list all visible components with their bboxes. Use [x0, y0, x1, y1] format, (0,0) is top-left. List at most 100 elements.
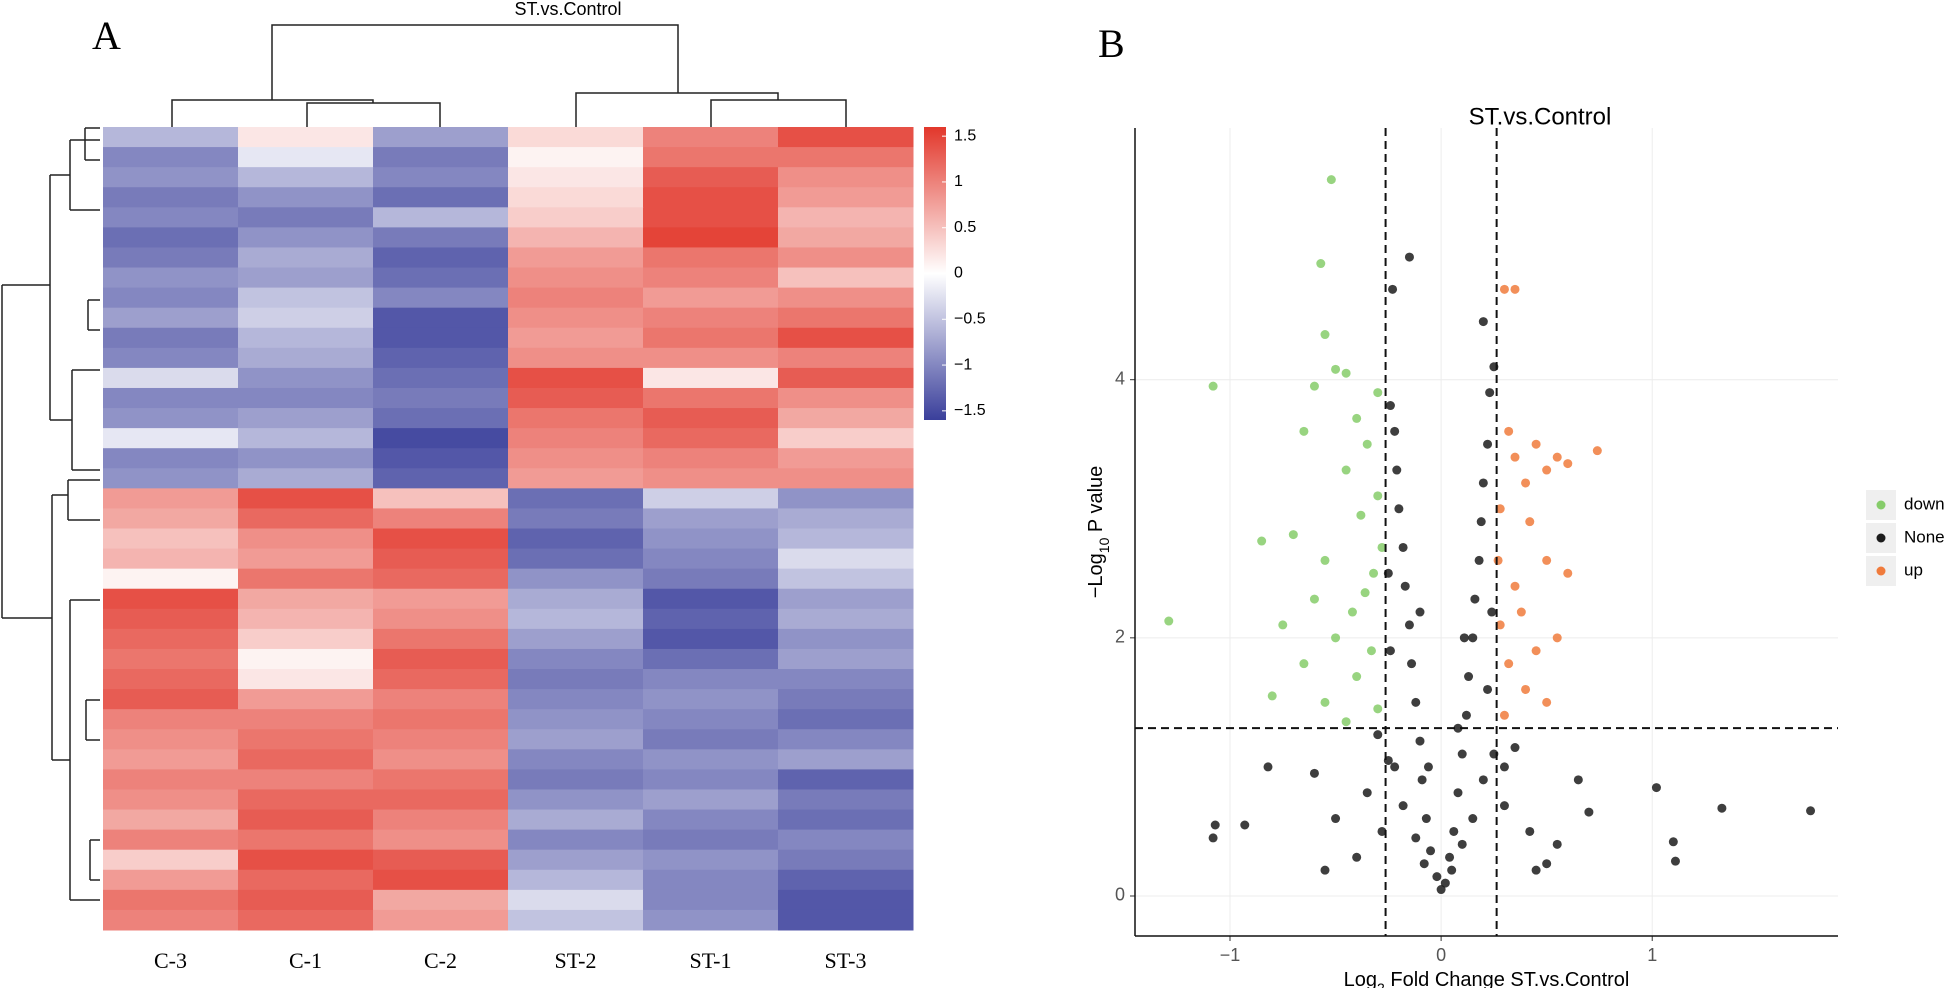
point — [1457, 749, 1467, 759]
heatmap-cell — [643, 709, 779, 730]
point — [1299, 659, 1309, 669]
heatmap-cell — [508, 869, 644, 891]
heatmap-cell — [778, 387, 914, 409]
heatmap-cell — [643, 187, 779, 208]
heatmap-cell — [643, 829, 779, 851]
point — [1474, 555, 1484, 565]
heatmap-cell — [373, 749, 509, 770]
heatmap-cell — [103, 408, 239, 429]
heatmap-cell — [508, 147, 644, 168]
heatmap-cell — [778, 689, 914, 710]
point — [1806, 806, 1816, 816]
heatmap-cell — [103, 307, 239, 329]
heatmap-cell — [373, 548, 509, 570]
heatmap-cell — [373, 428, 509, 449]
legend-label: down — [1904, 494, 1945, 513]
heatmap-cell — [643, 809, 779, 831]
heatmap-cell — [373, 568, 509, 590]
heatmap-cell — [238, 889, 374, 911]
heatmap-cell — [508, 548, 644, 570]
point — [1470, 594, 1480, 604]
heatmap-cell — [373, 829, 509, 851]
point — [1320, 555, 1330, 565]
point — [1468, 814, 1478, 824]
heatmap-cell — [373, 187, 509, 208]
point — [1373, 491, 1383, 501]
heatmap-cell — [103, 428, 239, 449]
heatmap-cell — [508, 588, 644, 610]
heatmap-cell — [238, 367, 374, 389]
heatmap-cell — [238, 207, 374, 228]
heatmap-cell — [508, 488, 644, 509]
point — [1504, 426, 1514, 436]
heatmap-cell — [373, 327, 509, 349]
point — [1499, 801, 1509, 811]
point — [1373, 730, 1383, 740]
heatmap-cell — [373, 267, 509, 289]
heatmap-cell — [643, 568, 779, 590]
point — [1552, 452, 1562, 462]
heatmap-cell — [643, 327, 779, 349]
heatmap-cell — [238, 267, 374, 289]
heatmap-cell — [103, 889, 239, 911]
heatmap-cell — [238, 648, 374, 670]
heatmap-cell — [103, 167, 239, 188]
point — [1341, 368, 1351, 378]
heatmap-cell — [238, 909, 374, 931]
heatmap-cell — [373, 147, 509, 168]
heatmap-cell — [103, 468, 239, 489]
point — [1320, 865, 1330, 875]
heatmap-cell — [643, 307, 779, 329]
heatmap-cell — [778, 448, 914, 469]
point — [1320, 330, 1330, 340]
heatmap-cell — [373, 869, 509, 891]
heatmap-cell — [238, 628, 374, 650]
heatmap-cell — [643, 909, 779, 931]
x-tick-label: 1 — [1647, 945, 1657, 965]
point — [1388, 284, 1398, 294]
heatmap-cell — [643, 227, 779, 248]
heatmap-cell — [238, 147, 374, 168]
x-tick-label: 0 — [1436, 945, 1446, 965]
heatmap-cell — [103, 648, 239, 670]
point — [1563, 568, 1573, 578]
heatmap-cell — [373, 669, 509, 690]
heatmap-cell — [778, 849, 914, 871]
heatmap-cell — [643, 648, 779, 670]
heatmap-cell — [778, 347, 914, 369]
heatmap-cell — [238, 508, 374, 529]
heatmap-cell — [373, 508, 509, 529]
point — [1447, 865, 1457, 875]
point — [1309, 381, 1319, 391]
legend-marker — [1876, 533, 1886, 543]
colorbar-tick-label: −1 — [954, 356, 972, 373]
point — [1584, 807, 1594, 817]
point — [1299, 426, 1309, 436]
heatmap-cell — [643, 889, 779, 911]
column-label: C-1 — [289, 948, 322, 973]
heatmap-cell — [643, 147, 779, 168]
heatmap-cell — [778, 588, 914, 610]
heatmap-cell — [103, 628, 239, 650]
heatmap-cell — [238, 408, 374, 429]
point — [1468, 633, 1478, 643]
heatmap-cell — [373, 347, 509, 369]
point — [1510, 581, 1520, 591]
heatmap-cell — [373, 127, 509, 148]
heatmap-cell — [643, 749, 779, 770]
heatmap-cell — [238, 869, 374, 891]
colorbar-tick-label: −0.5 — [954, 311, 986, 328]
heatmap-cell — [238, 548, 374, 570]
heatmap-cell — [103, 849, 239, 871]
point — [1453, 723, 1463, 733]
heatmap-cell — [508, 167, 644, 188]
volcano-title: ST.vs.Control — [1469, 103, 1612, 130]
heatmap-cell — [643, 548, 779, 570]
heatmap-cell — [508, 387, 644, 409]
point — [1331, 364, 1341, 374]
point — [1717, 803, 1727, 813]
heatmap-cell — [778, 147, 914, 168]
heatmap-cell — [643, 408, 779, 429]
point — [1440, 878, 1450, 888]
heatmap-cell — [373, 608, 509, 630]
